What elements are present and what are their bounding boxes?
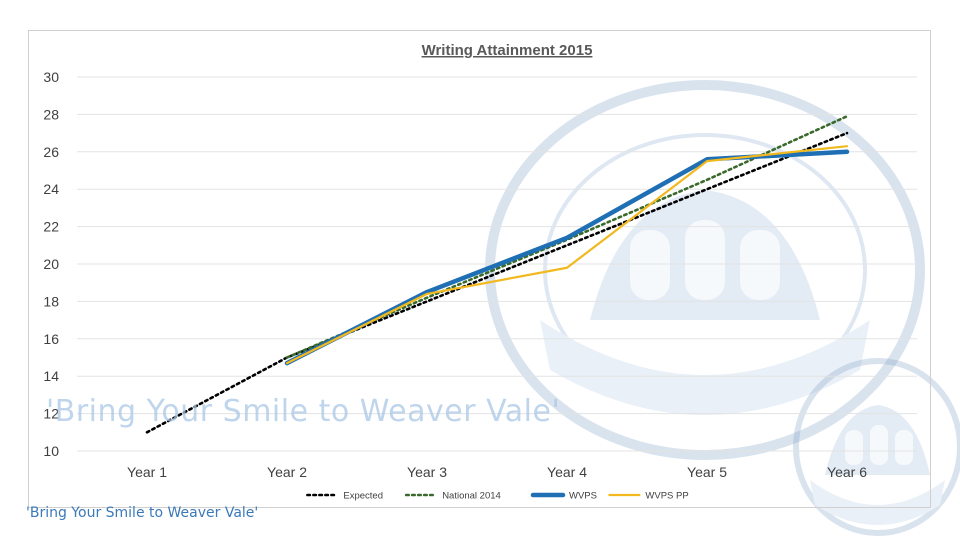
y-tick-label: 16: [43, 331, 59, 347]
x-tick-label: Year 2: [267, 464, 307, 480]
y-tick-label: 24: [43, 181, 59, 197]
y-tick-label: 22: [43, 219, 59, 235]
footer-slogan: 'Bring Your Smile to Weaver Vale': [26, 505, 259, 521]
legend-label: WVPS: [569, 491, 597, 502]
x-tick-label: Year 3: [407, 464, 447, 480]
x-tick-label: Year 1: [127, 464, 167, 480]
y-tick-label: 18: [43, 293, 59, 309]
chart-area: Writing Attainment 2015 10 12 14 16 18 20 22 24 2…: [28, 30, 931, 508]
y-tick-label: 30: [43, 69, 59, 85]
chart-title: Writing Attainment 2015: [422, 42, 593, 59]
series-line-wvps-pp: [285, 145, 849, 365]
y-tick-label: 10: [43, 443, 59, 459]
series-line-expected: [145, 131, 849, 434]
y-tick-label: 12: [43, 406, 59, 422]
legend-label: WVPS PP: [645, 491, 688, 502]
y-tick-label: 26: [43, 144, 59, 160]
y-tick-label: 14: [43, 368, 59, 384]
series-line-wvps: [284, 149, 850, 366]
x-tick-label: Year 4: [547, 464, 587, 480]
x-tick-label: Year 5: [687, 464, 727, 480]
y-tick-label: 20: [43, 256, 59, 272]
legend-label: National 2014: [442, 491, 501, 502]
legend-label: Expected: [343, 491, 383, 502]
y-tick-label: 28: [43, 106, 59, 122]
x-tick-label: Year 6: [827, 464, 867, 480]
line-chart: Writing Attainment 2015 10 12 14 16 18 20 22 24 2…: [43, 42, 917, 502]
